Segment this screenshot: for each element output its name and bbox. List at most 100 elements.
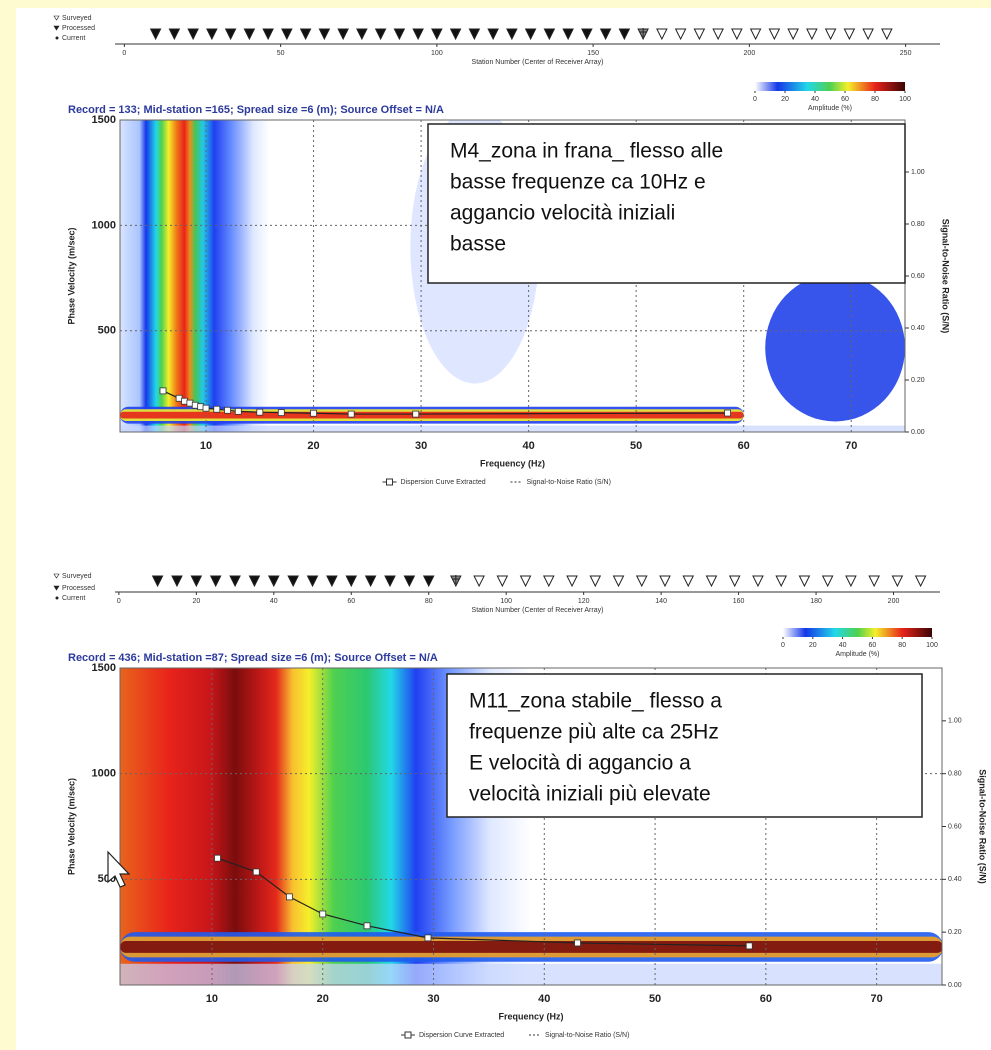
surveyed-station: [659, 575, 671, 588]
surveyed-station: [914, 575, 927, 588]
x-tick-label: 30: [415, 440, 427, 452]
surveyed-station: [612, 575, 625, 588]
y-tick-label: 1000: [92, 768, 116, 780]
y-tick-label: 1000: [92, 219, 116, 231]
legend-marker: [53, 585, 60, 591]
legend-label: Signal-to-Noise Ratio (S/N): [527, 479, 611, 486]
colorbar-tick-label: 60: [841, 96, 849, 103]
y2-tick-label: 0.80: [948, 771, 962, 778]
y-axis-label: Phase Velocity (m/sec): [66, 778, 76, 875]
processed-station: [345, 575, 358, 588]
surveyed-station: [845, 575, 857, 588]
x-tick-label: 60: [760, 993, 772, 1005]
legend-marker: [55, 596, 59, 600]
surveyed-station: [891, 575, 904, 588]
y-tick-label: 1500: [92, 662, 116, 674]
surveyed-station: [806, 28, 818, 41]
x-tick-label: 50: [630, 440, 642, 452]
processed-station: [449, 28, 462, 41]
colorbar-label: Amplitude (%): [808, 105, 852, 112]
processed-station: [337, 28, 349, 41]
current-station: [637, 28, 649, 41]
station-tick-label: 80: [425, 598, 433, 605]
processed-station: [299, 28, 312, 41]
x-axis-label: Frequency (Hz): [480, 458, 545, 468]
x-tick-label: 40: [538, 993, 550, 1005]
surveyed-station: [775, 575, 788, 588]
y2-tick-label: 0.20: [948, 929, 962, 936]
legend-marker: [53, 25, 60, 31]
legend-marker: [53, 15, 60, 21]
annotation-line: E velocità di aggancio a: [469, 752, 691, 775]
station-tick-label: 50: [277, 50, 285, 57]
colorbar-tick-label: 100: [926, 642, 938, 649]
processed-station: [431, 28, 443, 41]
processed-station: [412, 28, 424, 41]
surveyed-station: [496, 575, 509, 588]
curve-point: [286, 893, 293, 901]
annotation-line: basse frequenze ca 10Hz e: [450, 171, 706, 194]
station-legend: Surveyed: [62, 15, 92, 22]
processed-station: [356, 28, 368, 41]
y2-axis-label: Signal-to-Noise Ratio (S/N): [978, 769, 988, 884]
surveyed-station: [843, 28, 856, 41]
x-tick-label: 70: [871, 993, 883, 1005]
y2-tick-label: 0.80: [911, 221, 925, 228]
surveyed-station: [752, 575, 764, 588]
station-tick-label: 40: [270, 598, 278, 605]
station-tick-label: 120: [578, 598, 590, 605]
x-tick-label: 40: [523, 440, 535, 452]
curve-point: [213, 405, 221, 413]
surveyed-station: [519, 575, 532, 588]
legend-marker: [386, 478, 393, 486]
surveyed-station: [768, 28, 781, 41]
surveyed-station: [787, 28, 799, 41]
curve-point: [224, 406, 231, 414]
curve-point: [234, 407, 242, 415]
x-tick-label: 10: [200, 440, 212, 452]
y2-axis-label: Signal-to-Noise Ratio (S/N): [941, 219, 951, 334]
processed-station: [149, 28, 162, 41]
processed-station: [422, 575, 435, 588]
colorbar-tick-label: 20: [781, 96, 789, 103]
processed-station: [326, 575, 338, 588]
legend-label: Dispersion Curve Extracted: [401, 479, 486, 486]
legend-marker: [55, 36, 59, 40]
y2-tick-label: 0.20: [911, 377, 925, 384]
curve-point: [412, 410, 420, 418]
processed-station: [187, 28, 199, 41]
y2-tick-label: 0.00: [948, 982, 962, 989]
processed-station: [543, 28, 556, 41]
colorbar-label: Amplitude (%): [836, 651, 880, 658]
processed-station: [190, 575, 203, 588]
colorbar-tick-label: 0: [753, 96, 757, 103]
curve-point: [424, 934, 432, 942]
colorbar-tick-label: 40: [839, 642, 847, 649]
legend-label: Signal-to-Noise Ratio (S/N): [545, 1032, 629, 1039]
y-tick-label: 500: [98, 325, 116, 337]
surveyed-station: [824, 28, 837, 41]
station-legend: Processed: [62, 585, 95, 592]
processed-station: [393, 28, 406, 41]
processed-station: [524, 28, 537, 41]
curve-point: [202, 404, 210, 412]
station-tick-label: 0: [117, 598, 121, 605]
processed-station: [618, 28, 631, 41]
processed-station: [206, 28, 218, 41]
surveyed-station: [693, 28, 706, 41]
processed-station: [281, 28, 293, 41]
processed-station: [318, 28, 331, 41]
surveyed-station: [821, 575, 834, 588]
surveyed-station: [749, 28, 762, 41]
station-tick-label: 100: [431, 50, 443, 57]
heatmap-floor: [120, 963, 942, 985]
colorbar: [783, 628, 932, 637]
surveyed-station: [566, 575, 578, 588]
surveyed-station: [674, 28, 687, 41]
processed-station: [267, 575, 280, 588]
surveyed-station: [542, 575, 555, 588]
station-tick-label: 0: [122, 50, 126, 57]
station-tick-label: 250: [900, 50, 912, 57]
surveyed-station: [798, 575, 811, 588]
